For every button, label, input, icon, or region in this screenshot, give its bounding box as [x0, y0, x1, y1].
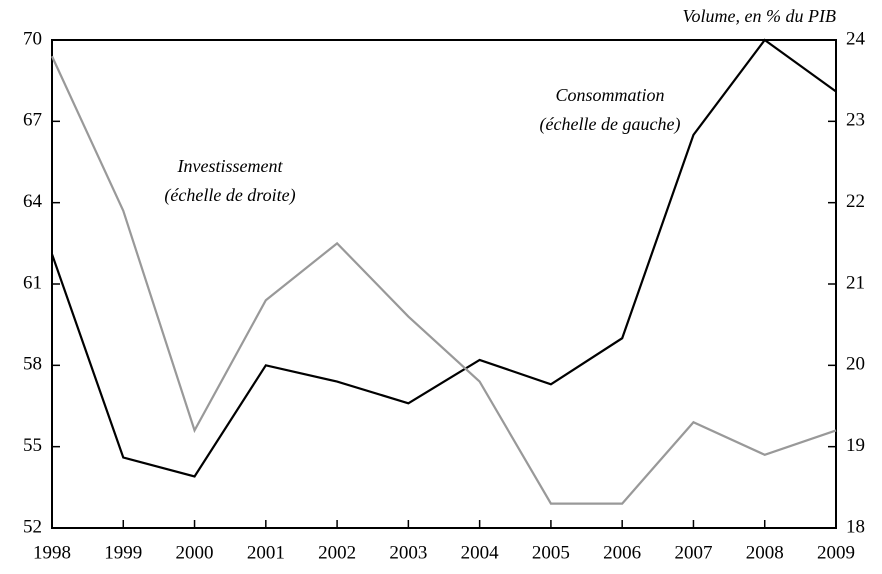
x-tick-label: 2001: [247, 542, 285, 563]
y-tick-label: 67: [23, 110, 42, 131]
series-label: Investissement: [177, 156, 284, 176]
x-tick-label: 1999: [104, 542, 142, 563]
series-note: (échelle de droite): [164, 185, 295, 206]
y2-tick-label: 18: [846, 516, 865, 537]
x-tick-label: 2006: [603, 542, 641, 563]
x-tick-label: 2009: [817, 542, 855, 563]
y2-tick-label: 19: [846, 435, 865, 456]
y-tick-label: 52: [23, 516, 42, 537]
y-tick-label: 61: [23, 272, 42, 293]
x-tick-label: 2000: [176, 542, 214, 563]
y-tick-label: 58: [23, 354, 42, 375]
x-tick-label: 2005: [532, 542, 570, 563]
x-tick-label: 2007: [674, 542, 712, 563]
series-line: [51, 55, 837, 505]
y-tick-label: 70: [23, 28, 42, 49]
y2-tick-label: 24: [846, 28, 866, 49]
x-tick-label: 2004: [461, 542, 500, 563]
plot-frame: [51, 39, 837, 529]
x-tick-label: 2002: [318, 542, 356, 563]
y2-tick-label: 20: [846, 354, 865, 375]
x-tick-label: 2008: [746, 542, 784, 563]
x-tick-label: 1998: [33, 542, 71, 563]
series-note: (échelle de gauche): [540, 114, 681, 135]
y-tick-label: 55: [23, 435, 42, 456]
series-label: Consommation: [555, 85, 664, 105]
series-line: [50, 38, 837, 478]
y2-tick-label: 22: [846, 191, 865, 212]
unit-label: Volume, en % du PIB: [683, 6, 836, 26]
y-tick-label: 64: [23, 191, 43, 212]
x-tick-label: 2003: [389, 542, 427, 563]
y2-tick-label: 21: [846, 272, 865, 293]
y2-tick-label: 23: [846, 110, 865, 131]
